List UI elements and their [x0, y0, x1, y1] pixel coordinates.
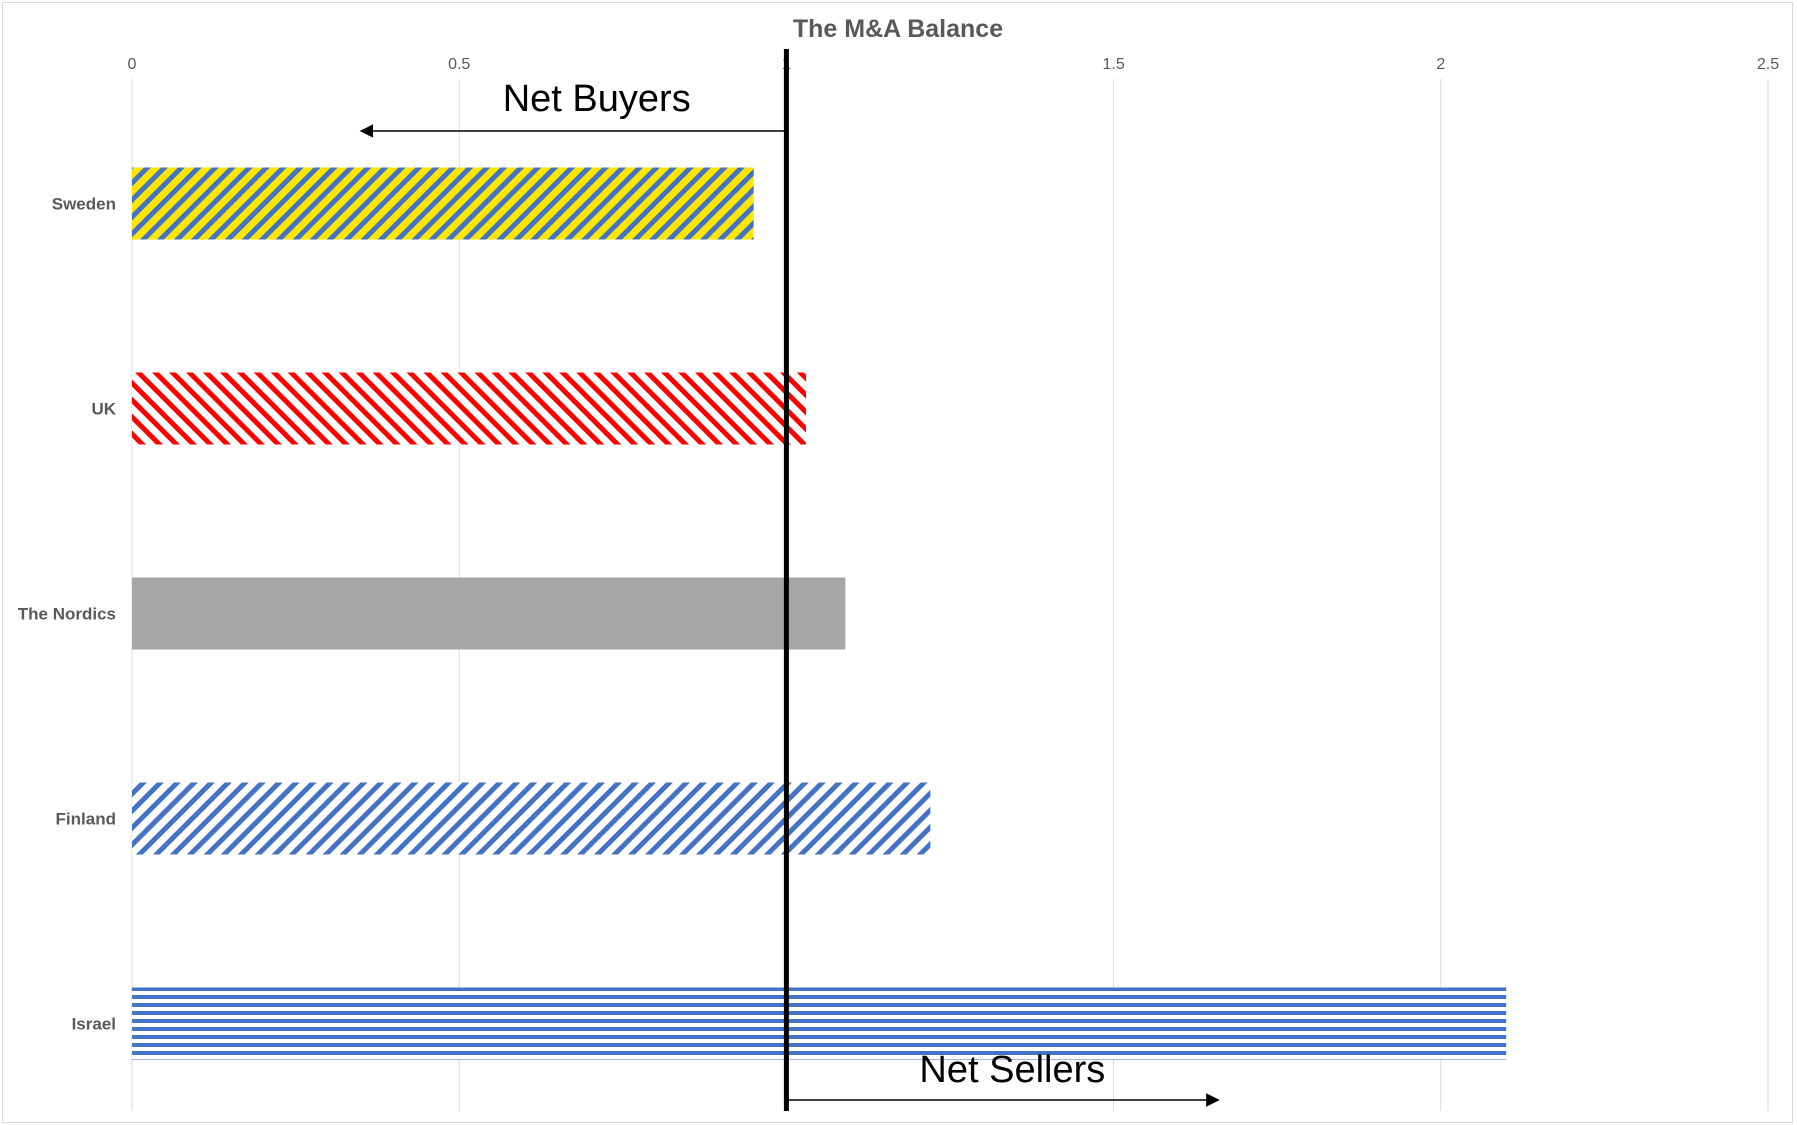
- bar: [132, 782, 931, 855]
- net-buyers-label: Net Buyers: [503, 78, 691, 120]
- x-tick-label: 0.5: [448, 56, 470, 73]
- category-label: Sweden: [52, 195, 116, 214]
- bars: [132, 167, 1507, 1060]
- x-tick-label: 2.5: [1757, 56, 1779, 73]
- category-label: Israel: [72, 1015, 116, 1034]
- bar: [132, 372, 807, 445]
- bar-chart: The M&A Balance 00.511.522.5 SwedenUKThe…: [18, 15, 1780, 1111]
- chart-title: The M&A Balance: [793, 15, 1003, 43]
- bar: [132, 987, 1507, 1060]
- x-tick-label: 1.5: [1102, 56, 1124, 73]
- category-label: UK: [91, 400, 116, 419]
- category-label: The Nordics: [18, 605, 116, 624]
- net-sellers-label: Net Sellers: [919, 1049, 1105, 1091]
- x-tick-label: 2: [1436, 56, 1445, 73]
- x-tick-label: 0: [128, 56, 137, 73]
- category-label: Finland: [56, 810, 116, 829]
- bar: [132, 167, 754, 240]
- bar: [132, 577, 846, 650]
- category-labels: Sweden UK The Nordics Finland Israel: [18, 195, 117, 1034]
- x-axis-ticks: 00.511.522.5: [128, 56, 1780, 73]
